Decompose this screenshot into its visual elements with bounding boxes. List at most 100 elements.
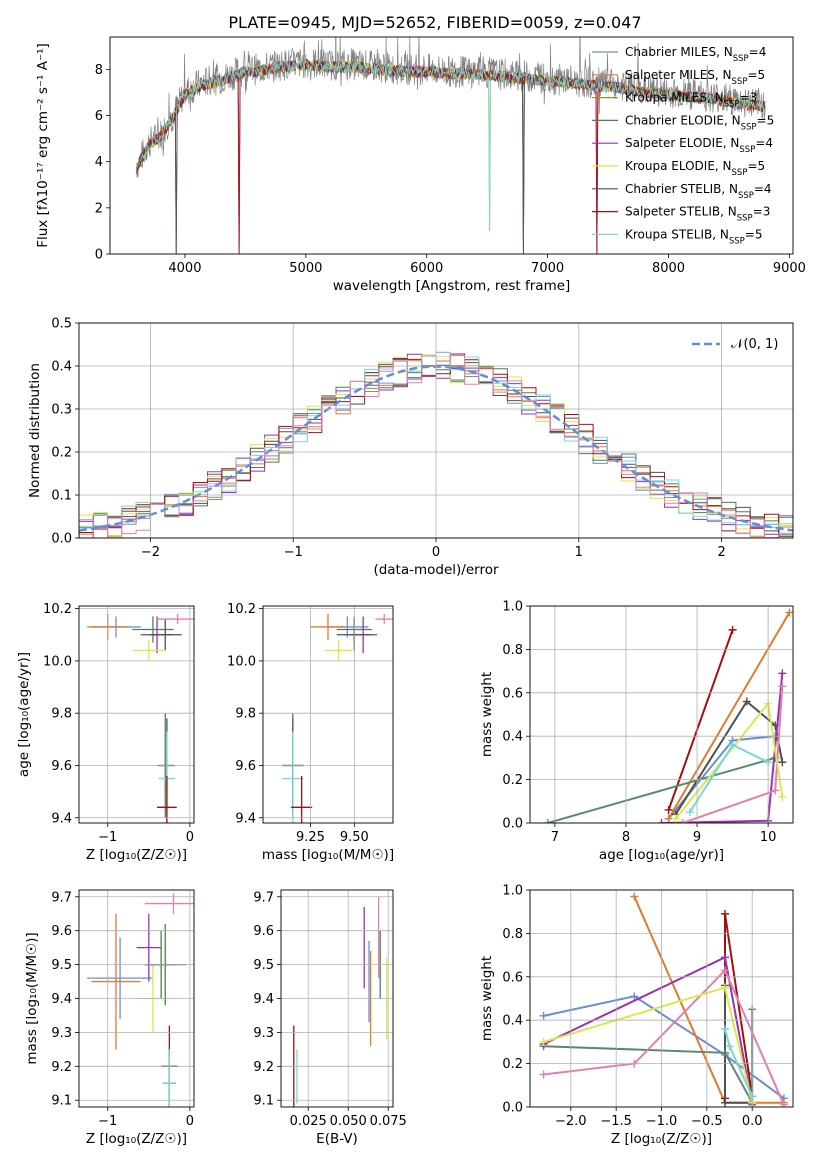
legend-subscript: SSP (724, 100, 740, 110)
x-tick-label: 4000 (168, 261, 201, 276)
weight-point-marker (778, 792, 787, 801)
y-axis-label: mass weight (479, 956, 495, 1041)
plot-area (87, 613, 194, 823)
y-axis-label: age [log₁₀(age/yr)] (16, 652, 32, 777)
weight-point-marker (539, 1011, 548, 1020)
y-tick-label: 0.2 (502, 1057, 523, 1072)
weight-point-marker (539, 1037, 548, 1046)
x-tick-label: 5000 (289, 261, 322, 276)
x-tick-label: −1.5 (600, 1114, 632, 1129)
weight-series-line (667, 629, 734, 811)
axes-frame (262, 605, 394, 824)
weight-point-marker (778, 758, 787, 767)
y-tick-label: 0.6 (502, 970, 523, 985)
panel-residuals: −2 −1 0 1 2 0.0 0.1 0.2 0.3 0.4 0.5 (data-model)/er… (27, 317, 794, 578)
legend-entry-label: Kroupa ELODIE, NSSP=5 (625, 159, 765, 178)
y-tick-label: 10.2 (227, 602, 256, 617)
y-tick-label: 0.0 (502, 817, 523, 832)
x-tick-label: 8000 (652, 261, 685, 276)
weight-point-marker (778, 669, 787, 678)
y-tick-label: 0.4 (502, 730, 523, 745)
x-tick-label: −1 (98, 830, 117, 845)
x-tick-label: 8 (622, 830, 630, 845)
y-tick-label: 9.4 (51, 811, 72, 826)
y-tick-label: 9.7 (253, 890, 274, 905)
x-axis-label: age [log₁₀(age/yr)] (599, 847, 724, 863)
y-tick-label: 9.2 (51, 1060, 72, 1075)
weight-point-marker (543, 819, 552, 823)
legend-subscript: SSP (733, 54, 749, 64)
weight-point-marker (720, 966, 729, 975)
legend-subscript: SSP (732, 77, 748, 87)
weight-point-marker (539, 1070, 548, 1079)
x-axis-label: Z [log₁₀(Z/Z☉)] (611, 1131, 712, 1147)
weight-series-line (543, 995, 785, 1100)
x-tick-label: 7 (551, 830, 559, 845)
x-tick-label: 0 (432, 545, 440, 560)
weight-series-line (543, 1009, 754, 1104)
x-tick-label: 6000 (410, 261, 443, 276)
panel-mass_vs_EBV: 0.025 0.050 0.075 9.1 9.2 9.3 9.4 9.5 9.6 9.7 E(B-… (253, 889, 407, 1147)
y-tick-label: 4 (95, 155, 103, 170)
legend-count: =5 (747, 159, 765, 173)
weight-point-marker (664, 814, 673, 823)
weight-series-line (543, 955, 754, 1105)
weight-point-marker (720, 953, 729, 962)
legend-entry-label: Salpeter STELIB, NSSP=3 (625, 205, 770, 224)
axes-frame (78, 605, 195, 824)
y-tick-label: 9.4 (253, 992, 274, 1007)
x-tick-label: −1 (284, 545, 303, 560)
y-tick-label: 0.0 (502, 1101, 523, 1116)
weight-point-marker (720, 1048, 729, 1057)
y-tick-label: 9.8 (235, 707, 256, 722)
y-tick-label: 0.1 (51, 489, 72, 504)
y-axis-label: Flux [fλ10⁻¹⁷ erg cm⁻² s⁻¹ A⁻¹] (35, 43, 51, 248)
x-tick-label: 9000 (773, 261, 806, 276)
weight-point-marker (664, 805, 673, 814)
weight-series-line (667, 611, 791, 820)
weight-point-marker (771, 786, 780, 795)
x-tick-label: −2 (141, 545, 160, 560)
legend-count: =5 (745, 227, 763, 241)
axes-frame (78, 889, 195, 1108)
legend-entry-label: 𝒩(0, 1) (731, 337, 778, 352)
plot-area (539, 892, 788, 1107)
y-tick-label: 2 (95, 201, 103, 216)
y-tick-label: 0.2 (502, 773, 523, 788)
weight-point-marker (725, 1042, 734, 1051)
legend-count: =5 (757, 113, 775, 127)
plot-area (293, 896, 388, 1107)
weight-point-marker (671, 814, 680, 823)
y-tick-label: 8 (95, 63, 103, 78)
y-tick-label: 0.6 (502, 686, 523, 701)
weight-series-line (633, 896, 784, 1104)
x-axis-label: Z [log₁₀(Z/Z☉)] (86, 847, 187, 863)
weight-point-marker (685, 808, 694, 817)
y-tick-label: 9.3 (253, 1026, 274, 1041)
legend-count: =4 (755, 136, 773, 150)
y-axis-label: mass [log₁₀(M/M☉)] (24, 932, 40, 1064)
x-tick-label: 10 (760, 830, 777, 845)
x-axis-label: (data-model)/error (373, 562, 499, 578)
x-tick-label: 0.025 (290, 1114, 327, 1129)
x-tick-label: −1 (98, 1114, 117, 1129)
y-tick-label: 9.1 (51, 1094, 72, 1109)
figure-title: PLATE=0945, MJD=52652, FIBERID=0059, z=0… (228, 13, 641, 32)
weight-point-marker (742, 697, 751, 706)
x-axis-label: Z [log₁₀(Z/Z☉)] (86, 1131, 187, 1147)
y-tick-label: 10.0 (227, 654, 256, 669)
y-tick-label: 0.4 (502, 1014, 523, 1029)
x-tick-label: −2.0 (555, 1114, 587, 1129)
x-axis-label: mass [log₁₀(M/M☉)] (262, 847, 394, 863)
weight-point-marker (785, 608, 793, 617)
x-tick-label: 0 (186, 830, 194, 845)
weight-point-marker (720, 1098, 729, 1107)
weight-point-marker (720, 983, 729, 992)
legend-entry-label: Salpeter ELODIE, NSSP=4 (625, 136, 773, 155)
plot-area (87, 893, 194, 1107)
y-tick-label: 9.5 (253, 958, 274, 973)
y-tick-label: 1.0 (502, 884, 523, 899)
axes-frame (109, 36, 794, 255)
